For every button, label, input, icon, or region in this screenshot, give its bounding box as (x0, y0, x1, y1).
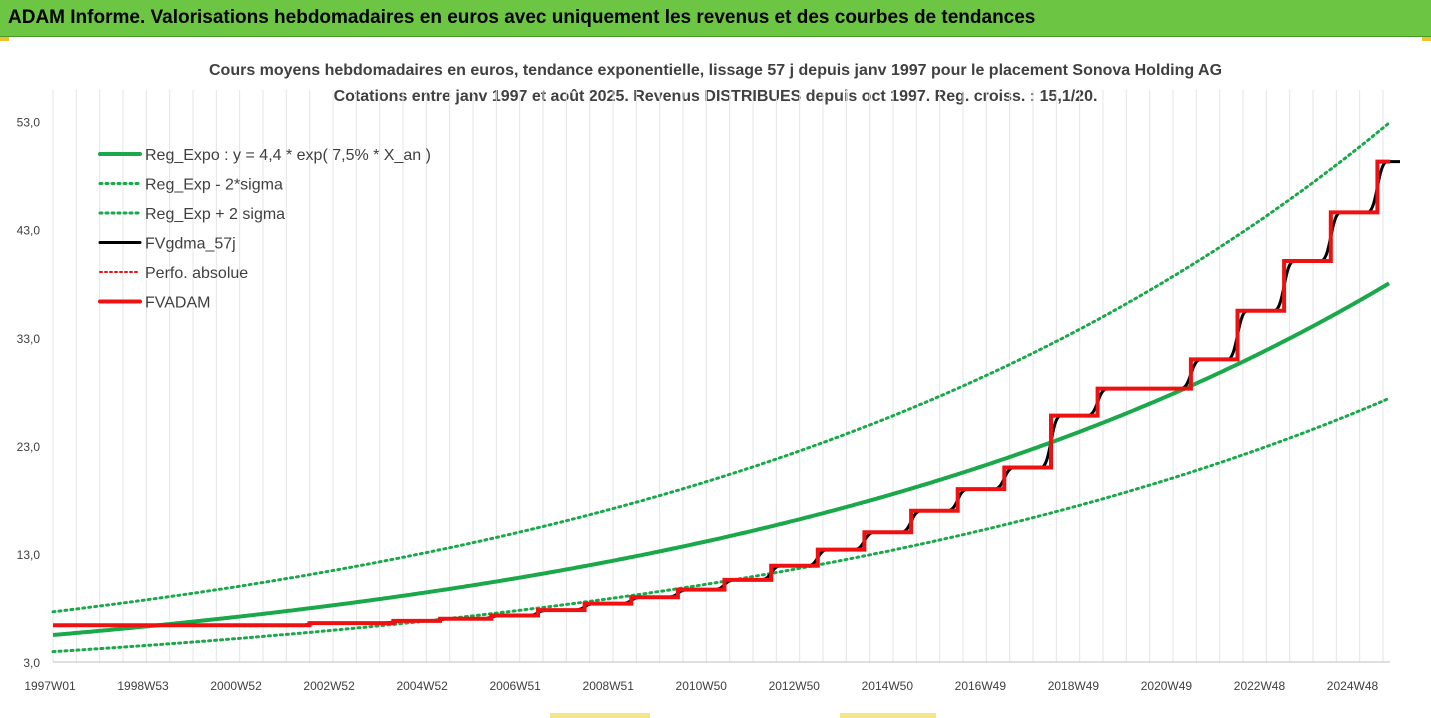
legend-label: Reg_Exp + 2 sigma (145, 206, 285, 223)
x-tick-label: 2002W52 (303, 679, 355, 693)
y-tick-label: 13,0 (17, 548, 41, 562)
legend-label: Reg_Expo : y = 4,4 * exp( 7,5% * X_an ) (145, 147, 431, 164)
series-fvadam (52, 159, 1390, 628)
corner-marker-left (0, 37, 9, 41)
x-tick-label: 2016W49 (955, 679, 1007, 693)
y-tick-label: 43,0 (17, 224, 41, 238)
y-tick-label: 3,0 (23, 656, 40, 670)
x-tick-label: 2022W48 (1234, 679, 1286, 693)
legend: Reg_Expo : y = 4,4 * exp( 7,5% * X_an ) R… (98, 147, 431, 312)
y-tick-label: 23,0 (17, 440, 41, 454)
x-tick-label: 1998W53 (117, 679, 169, 693)
sheet-scroll-marker-mid (840, 713, 936, 718)
sheet-scroll-marker-left (550, 713, 650, 718)
y-tick-label: 53,0 (17, 116, 41, 130)
x-tick-label: 2000W52 (210, 679, 262, 693)
y-tick-label: 33,0 (17, 332, 41, 346)
x-tick-label: 2020W49 (1141, 679, 1193, 693)
chart-title-line2: Cotations entre janv 1997 et août 2025. … (333, 88, 1098, 105)
x-tick-label: 2010W50 (676, 679, 728, 693)
x-tick-label: 2012W50 (769, 679, 821, 693)
title-banner: ADAM Informe. Valorisations hebdomadaire… (0, 0, 1431, 37)
corner-marker-right (1422, 37, 1431, 41)
chart-title: Cours moyens hebdomadaires en euros, ten… (0, 58, 1431, 110)
x-tick-label: 1997W01 (24, 679, 76, 693)
series-lines (51, 121, 1400, 654)
legend-label: FVADAM (145, 295, 210, 312)
x-tick-label: 2014W50 (862, 679, 914, 693)
series-reg-expo (52, 281, 1391, 637)
x-tick-label: 2006W51 (489, 679, 541, 693)
series-reg-low (51, 396, 1391, 654)
chart-title-line1: Cours moyens hebdomadaires en euros, ten… (208, 62, 1223, 79)
series-fvgdma (52, 160, 1400, 627)
x-tick-label: 2018W49 (1048, 679, 1100, 693)
legend-label: Reg_Exp - 2*sigma (145, 177, 283, 194)
series-reg-high (51, 121, 1391, 614)
y-axis-ticks: 3,0 13,0 23,0 33,0 43,0 53,0 (17, 116, 41, 670)
banner-title: ADAM Informe. Valorisations hebdomadaire… (8, 7, 1036, 28)
x-axis-ticks: 1997W01 1998W53 2000W52 2002W52 2004W52 2006W… (24, 679, 1378, 693)
x-tick-label: 2008W51 (583, 679, 635, 693)
legend-label: FVgdma_57j (145, 236, 236, 253)
x-tick-label: 2024W48 (1327, 679, 1379, 693)
x-tick-label: 2004W52 (396, 679, 448, 693)
legend-label: Perfo. absolue (145, 265, 248, 282)
